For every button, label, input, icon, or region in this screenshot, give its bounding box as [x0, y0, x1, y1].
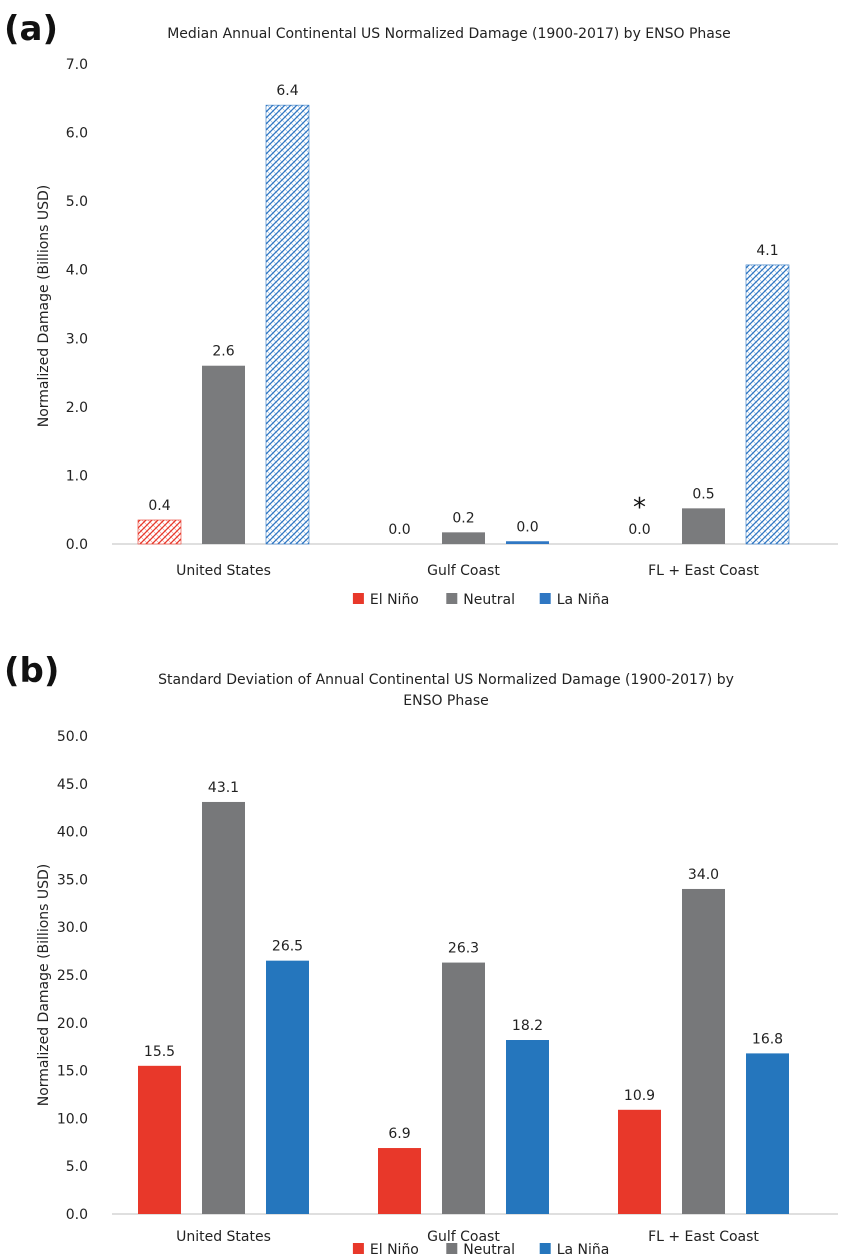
chart-b-ytick-label: 30.0	[57, 920, 88, 936]
chart-b-category-label: FL + East Coast	[648, 1229, 759, 1245]
panel-letter-b: (b)	[4, 651, 59, 691]
chart-b-bar-united-states-la-ni-a	[266, 960, 309, 1214]
chart-b-legend-swatch-neutral	[446, 1243, 458, 1254]
chart-a-data-label-united-states-el-ni-o: 0.4	[148, 498, 170, 514]
chart-b-bar-fl-east-coast-el-ni-o	[618, 1109, 661, 1214]
chart-b-ytick-label: 10.0	[57, 1111, 88, 1127]
chart-a-ylabel: Normalized Damage (Billions USD)	[36, 185, 52, 428]
chart-a-legend-label-neutral: Neutral	[463, 592, 515, 608]
chart-b-data-label-united-states-el-ni-o: 15.5	[144, 1044, 175, 1060]
chart-b-data-label-united-states-la-ni-a: 26.5	[272, 939, 303, 955]
chart-b-ytick-label: 50.0	[57, 729, 88, 745]
chart-b-ytick-label: 45.0	[57, 777, 88, 793]
chart-b-data-label-fl-east-coast-la-ni-a: 16.8	[752, 1031, 783, 1047]
chart-a-data-label-gulf-coast-la-ni-a: 0.0	[516, 519, 538, 535]
chart-a-bar-united-states-neutral	[202, 365, 245, 544]
chart-b-data-label-gulf-coast-la-ni-a: 18.2	[512, 1018, 543, 1034]
chart-b-legend-label-neutral: Neutral	[463, 1242, 515, 1258]
chart-b-legend-label-el-ni-o: El Niño	[370, 1242, 419, 1258]
chart-b-data-label-fl-east-coast-el-ni-o: 10.9	[624, 1088, 655, 1104]
chart-a-legend-swatch-neutral	[446, 593, 458, 604]
chart-b-category-label: United States	[176, 1229, 271, 1245]
chart-b-data-label-gulf-coast-el-ni-o: 6.9	[388, 1126, 410, 1142]
chart-a-data-label-gulf-coast-el-ni-o: 0.0	[388, 522, 410, 538]
chart-b-data-label-united-states-neutral: 43.1	[208, 780, 239, 796]
chart-b-ytick-label: 40.0	[57, 825, 88, 841]
chart-a-title: Median Annual Continental US Normalized …	[167, 26, 731, 42]
chart-b-legend-swatch-la-ni-a	[539, 1243, 551, 1254]
chart-a-ytick-label: 6.0	[66, 126, 88, 142]
chart-b-bar-gulf-coast-la-ni-a	[506, 1040, 549, 1214]
chart-a-legend-swatch-la-ni-a	[539, 593, 551, 604]
chart-a-ytick-label: 4.0	[66, 263, 88, 279]
chart-a-data-label-fl-east-coast-la-ni-a: 4.1	[756, 243, 778, 259]
chart-b-ytick-label: 0.0	[66, 1207, 88, 1223]
chart-a-data-label-united-states-la-ni-a: 6.4	[276, 83, 298, 99]
chart-a-data-label-united-states-neutral: 2.6	[212, 344, 234, 360]
chart-b-title-line2: ENSO Phase	[403, 693, 488, 709]
chart-a-bar-fl-east-coast-neutral	[682, 508, 725, 544]
chart-a-legend-label-el-ni-o: El Niño	[370, 592, 419, 608]
chart-b-bar-fl-east-coast-la-ni-a	[746, 1053, 789, 1214]
chart-a-data-label-fl-east-coast-neutral: 0.5	[692, 486, 714, 502]
chart-a-data-label-fl-east-coast-el-ni-o: 0.0	[628, 522, 650, 538]
chart-b-bar-united-states-el-ni-o	[138, 1065, 181, 1214]
chart-b-ytick-label: 15.0	[57, 1064, 88, 1080]
chart-b-ylabel: Normalized Damage (Billions USD)	[36, 864, 52, 1107]
panel-letter-a: (a)	[4, 9, 58, 49]
chart-b-bar-united-states-neutral	[202, 801, 245, 1214]
chart-a-ytick-label: 7.0	[66, 57, 88, 73]
chart-b-ytick-label: 20.0	[57, 1016, 88, 1032]
chart-b-bar-fl-east-coast-neutral	[682, 888, 725, 1214]
chart-a-ytick-label: 1.0	[66, 468, 88, 484]
chart-a-bar-united-states-el-ni-o	[137, 519, 182, 545]
chart-a-bar-fl-east-coast-la-ni-a	[745, 264, 790, 545]
chart-b-legend-label-la-ni-a: La Niña	[557, 1242, 610, 1258]
chart-a-ytick-label: 2.0	[66, 400, 88, 416]
chart-b-data-label-fl-east-coast-neutral: 34.0	[688, 867, 719, 883]
chart-a-annotation-asterisk: *	[633, 493, 646, 523]
chart-a-bar-gulf-coast-neutral	[442, 532, 485, 544]
chart-b-title-line1: Standard Deviation of Annual Continental…	[158, 672, 734, 688]
chart-b-data-label-gulf-coast-neutral: 26.3	[448, 941, 479, 957]
chart-a-ytick-label: 3.0	[66, 331, 88, 347]
chart-a-ytick-label: 5.0	[66, 194, 88, 210]
chart-b-ytick-label: 25.0	[57, 968, 88, 984]
chart-b-category-label: Gulf Coast	[427, 1229, 500, 1245]
chart-a-legend-label-la-ni-a: La Niña	[557, 592, 610, 608]
chart-b: 0.0 5.0 10.0 15.0 20.0 25.0 30.0 35.0 40.0 45.0 50…	[57, 729, 838, 1258]
chart-b-bar-gulf-coast-neutral	[442, 962, 485, 1214]
chart-a-ytick-label: 0.0	[66, 537, 88, 553]
chart-b-ytick-label: 5.0	[66, 1159, 88, 1175]
chart-a-bar-united-states-la-ni-a	[265, 104, 310, 545]
chart-b-bar-gulf-coast-el-ni-o	[378, 1148, 421, 1214]
chart-a: 0.0 1.0 2.0 3.0 4.0 5.0 6.0 7.0 0.4 2.6 6.4 United …	[66, 57, 838, 608]
chart-a-data-label-gulf-coast-neutral: 0.2	[452, 510, 474, 526]
chart-b-ytick-label: 35.0	[57, 872, 88, 888]
chart-a-legend-swatch-el-ni-o	[352, 593, 364, 604]
chart-a-bar-gulf-coast-la-ni-a	[506, 541, 549, 544]
chart-a-category-label: United States	[176, 563, 271, 579]
chart-a-category-label: Gulf Coast	[427, 563, 500, 579]
chart-a-category-label: FL + East Coast	[648, 563, 759, 579]
chart-b-legend-swatch-el-ni-o	[352, 1243, 364, 1254]
